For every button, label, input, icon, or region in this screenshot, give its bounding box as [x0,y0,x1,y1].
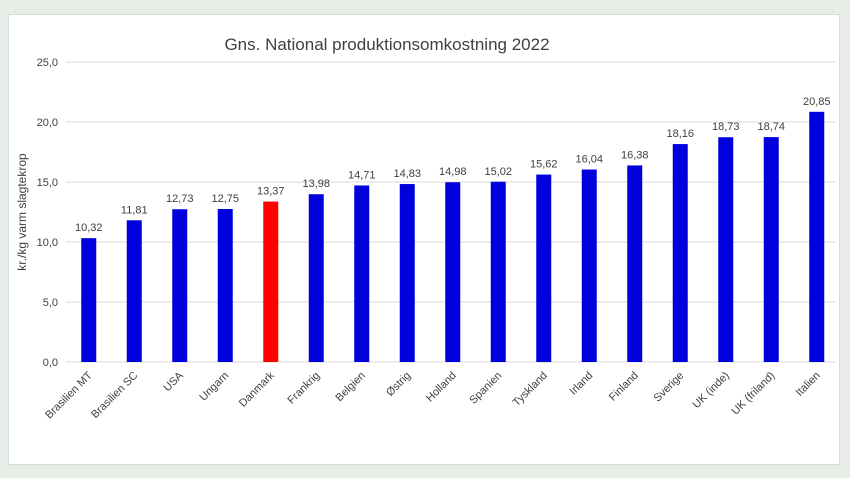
data-label: 15,02 [484,166,512,178]
data-label: 15,62 [530,159,558,171]
x-tick-label: Østrig [384,370,413,399]
bar [217,209,233,362]
bar [81,238,97,362]
x-tick-label: Holland [424,370,459,405]
data-label: 12,75 [211,193,239,205]
bar [672,144,688,362]
bar [536,174,552,362]
chart-card [8,14,840,465]
data-label: 12,73 [166,193,194,205]
x-tick-label: Belgien [333,370,367,404]
bar [490,181,506,362]
x-tick-label: Finland [607,370,641,404]
y-tick-label: 10,0 [37,237,58,249]
data-label: 14,71 [348,169,376,181]
x-tick-label: UK (inde) [691,370,732,411]
y-tick-label: 25,0 [37,57,58,69]
y-tick-label: 20,0 [37,117,58,129]
data-label: 13,98 [302,178,330,190]
bar [581,169,597,362]
y-axis-label: kr./kg varm slagtekrop [15,153,29,271]
bar [354,185,370,362]
x-tick-label: Ungarn [197,370,231,404]
data-label: 14,83 [393,168,421,180]
bar [763,137,779,362]
y-tick-label: 15,0 [37,177,58,189]
x-tick-label: Brasilien SC [89,370,140,421]
bar [126,220,142,362]
bar [445,182,461,362]
x-tick-label: Irland [567,370,595,398]
y-tick-label: 0,0 [43,357,58,369]
bar [263,201,279,362]
data-label: 16,38 [621,149,649,161]
bar [172,209,188,362]
data-label: 20,85 [803,96,831,108]
data-label: 11,81 [121,204,148,216]
x-tick-label: UK (friland) [730,370,778,418]
data-label: 18,16 [666,128,694,140]
x-tick-label: Frankrig [285,370,322,407]
data-label: 13,37 [257,186,285,198]
data-label: 18,74 [757,121,785,133]
data-label: 16,04 [575,154,603,166]
x-tick-label: Spanien [467,370,504,407]
data-label: 10,32 [75,222,103,234]
bar [399,184,415,362]
bar [308,194,324,362]
x-tick-label: Tyskland [511,370,550,409]
data-label: 18,73 [712,121,740,133]
bar [627,165,643,362]
bar [718,137,734,362]
x-tick-label: Danmark [237,369,277,409]
data-label: 14,98 [439,166,467,178]
chart-title: Gns. National produktionsomkostning 2022 [224,35,549,54]
x-tick-label: Italien [794,370,823,399]
bar [809,111,825,362]
y-tick-label: 5,0 [43,297,58,309]
x-tick-label: USA [161,369,186,394]
x-tick-label: Brasilien MT [43,369,95,421]
x-tick-label: Sverige [652,370,687,405]
